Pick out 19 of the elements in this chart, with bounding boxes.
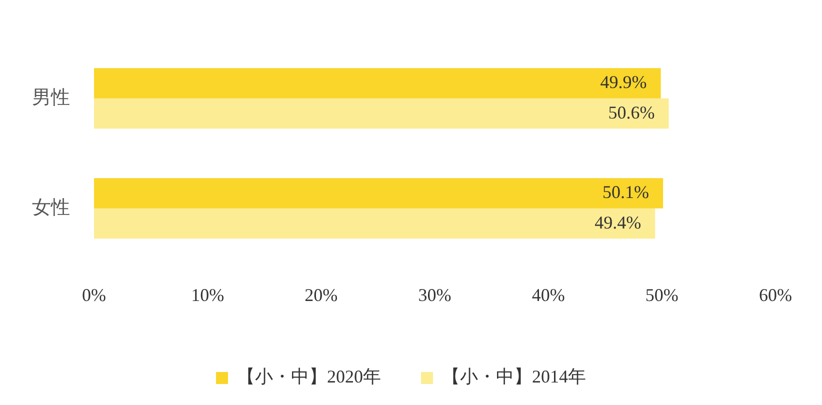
x-tick-label: 10% [191,284,224,305]
x-tick-label: 60% [759,284,792,305]
bar [94,68,661,98]
x-tick-label: 30% [418,284,452,305]
data-label: 49.4% [594,212,642,232]
data-label: 50.6% [608,102,655,122]
bar [94,178,664,208]
x-tick-label: 40% [532,284,565,305]
x-tick-label: 20% [304,284,338,305]
bar [94,98,669,129]
x-tick-label: 0% [82,284,106,305]
data-label: 49.9% [600,72,647,92]
legend-label: 【小・中】2020年 [237,366,381,387]
y-tick-label: 男性 [32,87,70,108]
bar [94,208,656,239]
y-tick-label: 女性 [32,197,70,218]
x-tick-label: 50% [645,284,678,305]
data-label: 50.1% [602,182,650,202]
legend-label: 【小・中】2014年 [442,366,586,387]
